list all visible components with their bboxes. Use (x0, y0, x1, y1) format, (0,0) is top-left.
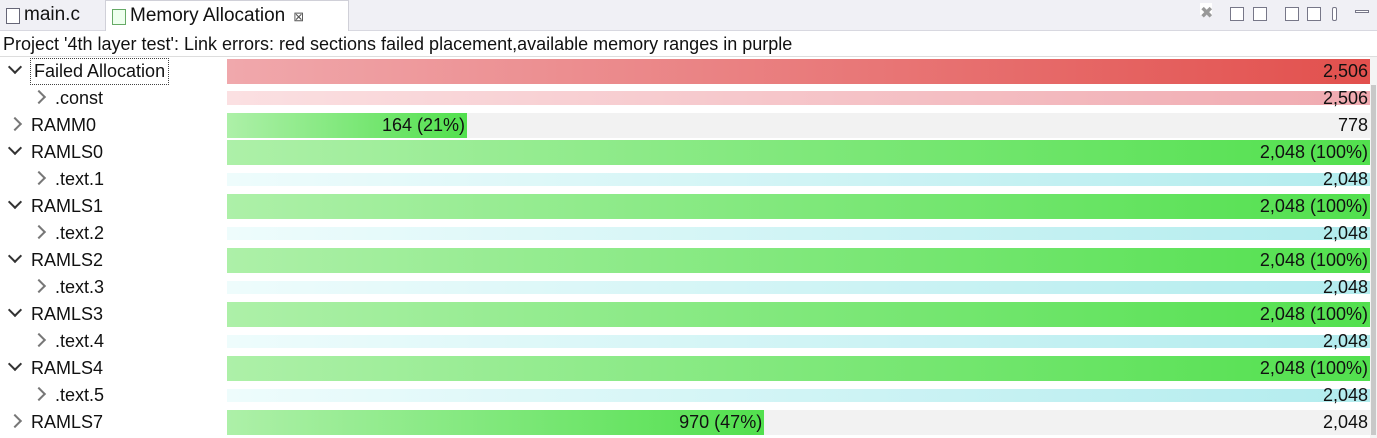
separator (0, 56, 1377, 57)
usage-bar (227, 173, 1370, 186)
bar-label: 2,506 (1322, 88, 1368, 108)
expand-toggle[interactable] (7, 140, 23, 156)
usage-bar (227, 281, 1370, 294)
toolbar-button[interactable]: ✖ (1200, 3, 1214, 22)
row-label: .text.3 (55, 277, 105, 297)
usage-bar (227, 410, 765, 435)
bar-label: 2,506 (1322, 61, 1368, 81)
expand-toggle[interactable] (7, 116, 23, 132)
usage-bar (227, 335, 1370, 348)
row-label: RAMLS2 (31, 250, 104, 270)
tab[interactable]: Memory Allocation ⊠ (105, 0, 349, 31)
expand-toggle[interactable] (31, 332, 47, 348)
row-label: RAMLS7 (31, 412, 104, 432)
tree-row[interactable]: RAMLS1 2,048 (100%) (0, 193, 1370, 220)
tab-close[interactable]: ⊠ (293, 9, 305, 24)
tree-row[interactable]: .text.5 2,048 (0, 382, 1370, 409)
tab-label: main.c (24, 4, 80, 25)
row-label: RAMM0 (31, 115, 97, 135)
expand-toggle[interactable] (31, 89, 47, 105)
toolbar-button[interactable] (1230, 7, 1244, 21)
usage-bar (227, 302, 1370, 327)
bar-label: 2,048 (100%) (1259, 358, 1368, 378)
tree-row[interactable]: RAMLS2 2,048 (100%) (0, 247, 1370, 274)
bar-label: 2,048 (100%) (1259, 142, 1368, 162)
usage-bar (227, 389, 1370, 402)
expand-toggle[interactable] (7, 302, 23, 318)
expand-toggle[interactable] (7, 356, 23, 372)
usage-bar (227, 248, 1370, 273)
tab[interactable]: main.c (0, 0, 104, 30)
total-label: 778 (1337, 115, 1368, 135)
tree-row[interactable]: RAMM0 164 (21%) 778 (0, 112, 1370, 139)
tab-bar: main.c Memory Allocation ⊠ ✖ (0, 0, 1377, 31)
tab-label: Memory Allocation (130, 5, 286, 26)
tree-row[interactable]: RAMLS7 970 (47%) 2,048 (0, 409, 1370, 436)
tree-row[interactable]: RAMLS0 2,048 (100%) (0, 139, 1370, 166)
bar-label: 164 (21%) (381, 115, 466, 135)
tree-row[interactable]: .text.4 2,048 (0, 328, 1370, 355)
toolbar-button[interactable] (1307, 7, 1321, 21)
bar-label: 2,048 (1322, 331, 1368, 351)
row-label: .text.2 (55, 223, 105, 243)
toolbar-button[interactable] (1332, 7, 1337, 21)
toolbar-button[interactable] (1355, 10, 1369, 13)
toolbar-button[interactable] (1253, 7, 1267, 21)
expand-toggle[interactable] (7, 413, 23, 429)
row-label: .text.1 (55, 169, 105, 189)
scrollbar-thumb[interactable] (1371, 85, 1376, 435)
tree-row[interactable]: RAMLS3 2,048 (100%) (0, 301, 1370, 328)
row-label: RAMLS4 (31, 358, 104, 378)
tree-row[interactable]: RAMLS4 2,048 (100%) (0, 355, 1370, 382)
row-label: RAMLS0 (31, 142, 104, 162)
tree-row[interactable]: .text.2 2,048 (0, 220, 1370, 247)
bar-label: 2,048 (1322, 223, 1368, 243)
bar-label: 970 (47%) (679, 412, 763, 432)
total-label: 2,048 (1322, 412, 1368, 432)
expand-toggle[interactable] (7, 194, 23, 210)
status-message: Project '4th layer test': Link errors: r… (3, 34, 793, 54)
bar-label: 2,048 (1322, 385, 1368, 405)
row-label: .const (55, 88, 104, 108)
row-label: .text.5 (55, 385, 105, 405)
usage-bar (227, 91, 1370, 105)
bar-label: 2,048 (1322, 169, 1368, 189)
row-label: RAMLS3 (31, 304, 104, 324)
bar-label: 2,048 (1322, 277, 1368, 297)
usage-bar (227, 194, 1370, 219)
expand-toggle[interactable] (31, 170, 47, 186)
expand-toggle[interactable] (7, 59, 23, 75)
bar-label: 2,048 (100%) (1259, 304, 1368, 324)
bar-label: 2,048 (100%) (1259, 196, 1368, 216)
usage-bar (227, 140, 1370, 165)
expand-toggle[interactable] (7, 248, 23, 264)
usage-bar (227, 113, 468, 138)
row-label: Failed Allocation (29, 58, 170, 85)
toolbar-button[interactable] (1285, 7, 1299, 21)
tree-row[interactable]: .text.1 2,048 (0, 166, 1370, 193)
expand-toggle[interactable] (31, 386, 47, 402)
tree-row[interactable]: .const 2,506 (0, 85, 1370, 112)
tree-row[interactable]: Failed Allocation 2,506 (0, 58, 1370, 85)
bar-label: 2,048 (100%) (1259, 250, 1368, 270)
row-label: RAMLS1 (31, 196, 104, 216)
expand-toggle[interactable] (31, 224, 47, 240)
usage-bar (227, 356, 1370, 381)
expand-toggle[interactable] (31, 278, 47, 294)
tree-row[interactable]: .text.3 2,048 (0, 274, 1370, 301)
usage-bar (227, 227, 1370, 240)
row-label: .text.4 (55, 331, 105, 351)
usage-bar (227, 59, 1370, 84)
